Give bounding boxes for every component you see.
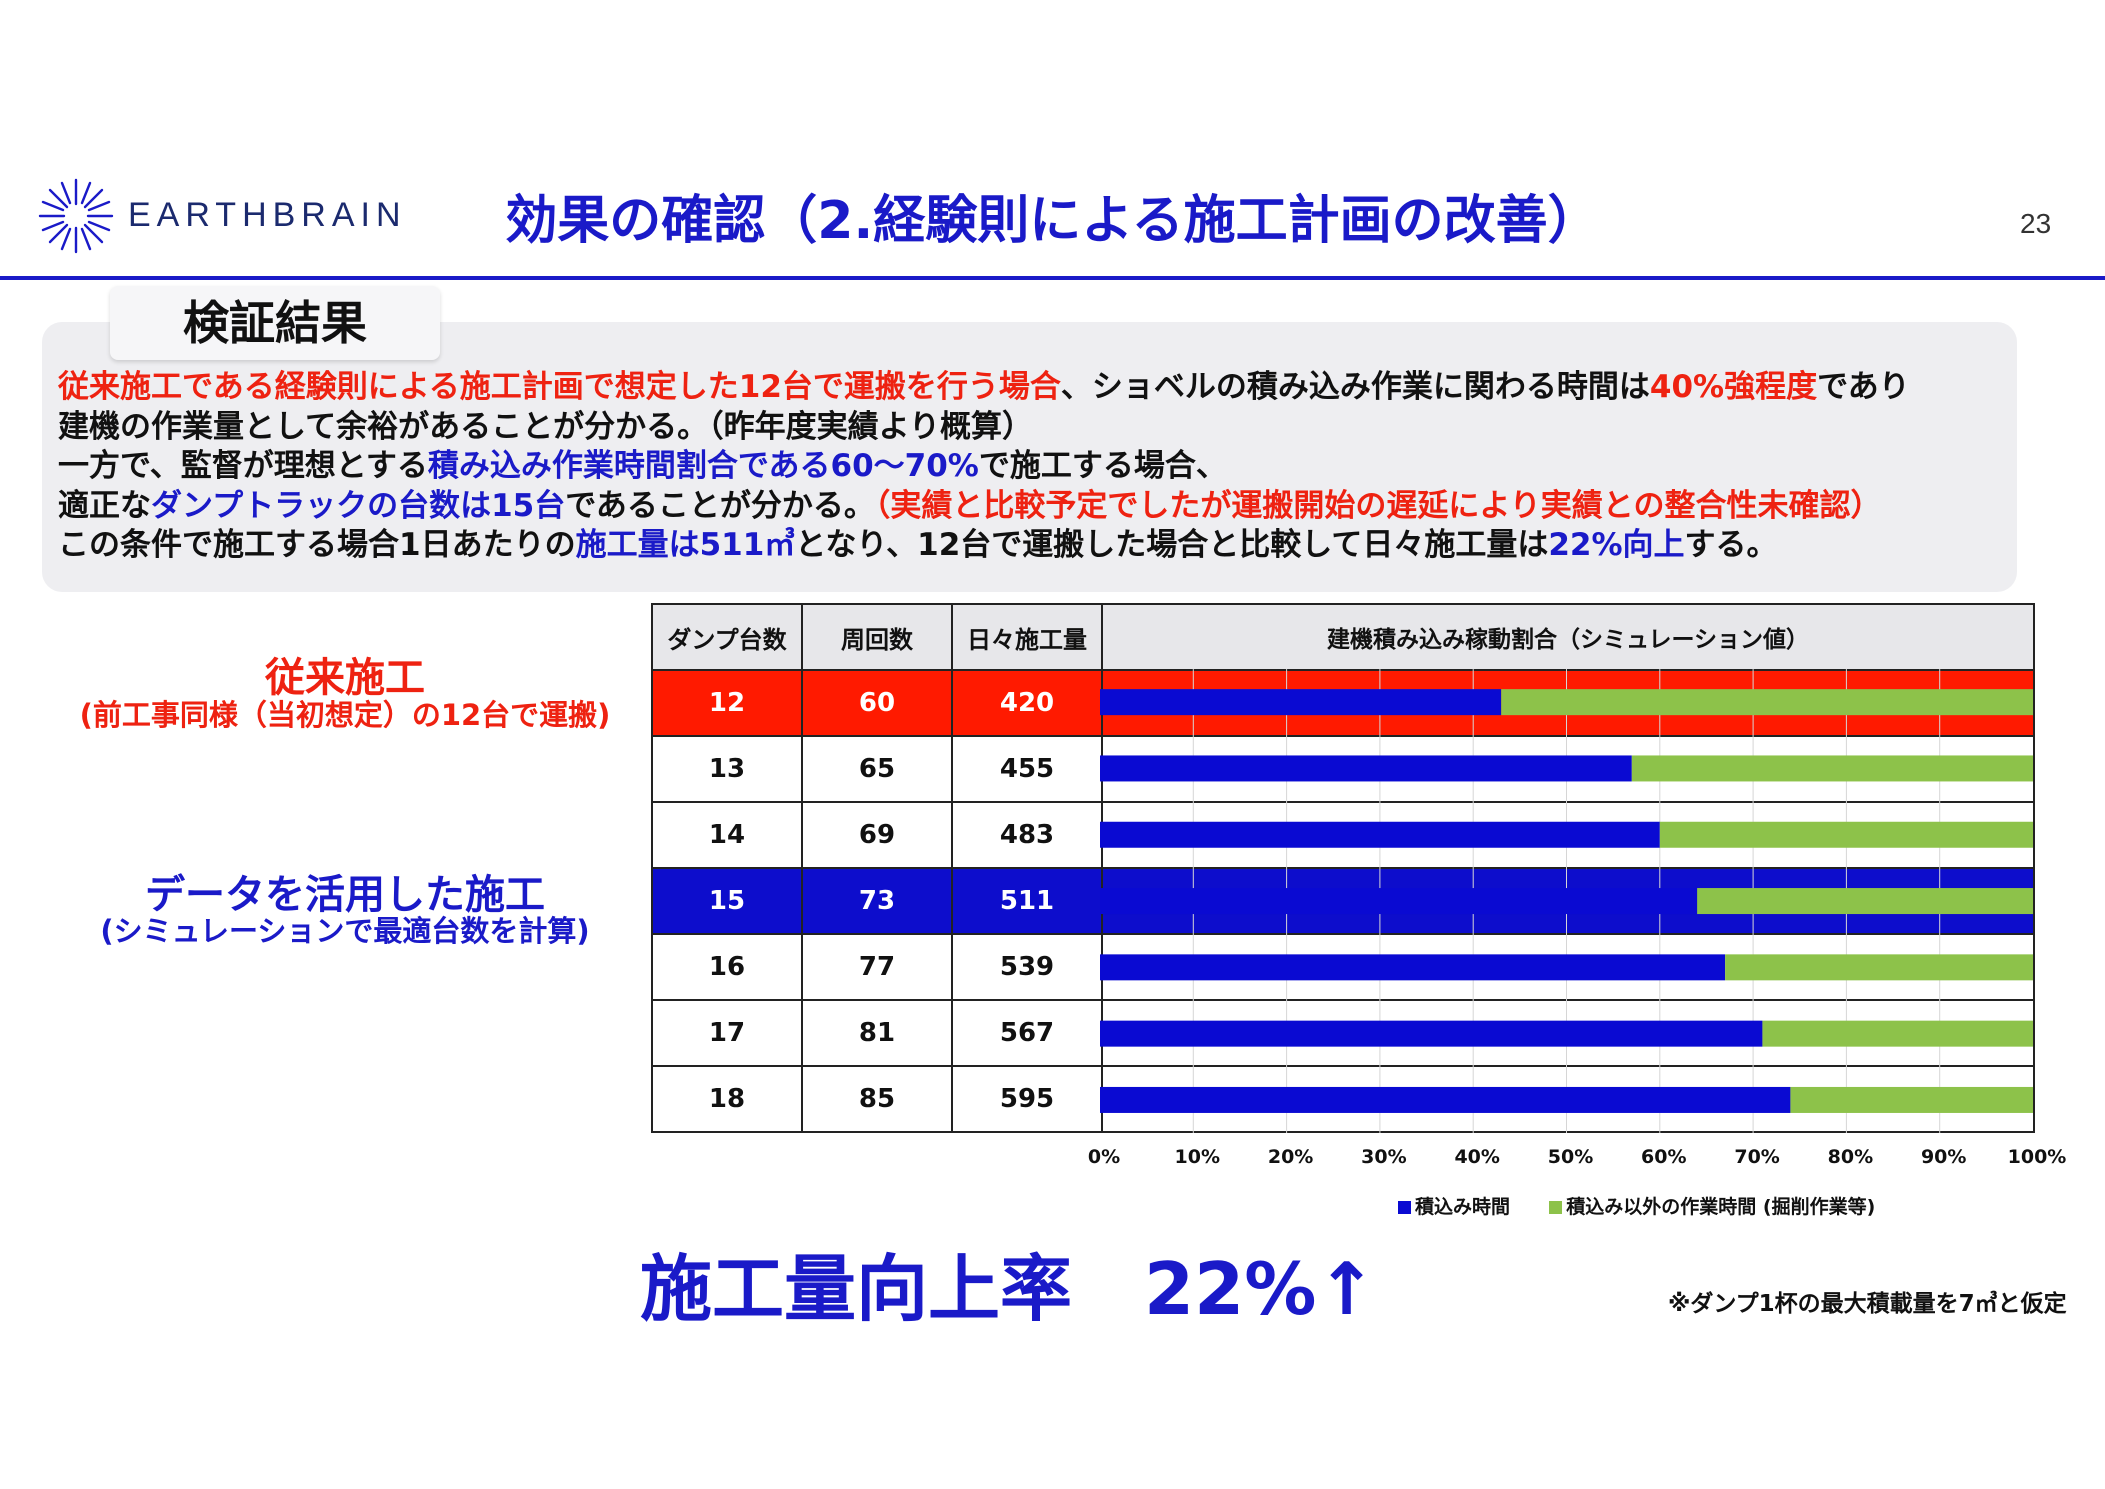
data-driven-heading: データを活用した施工 — [145, 872, 545, 918]
cell-daily-volume: 483 — [951, 801, 1103, 869]
x-tick-label: 80% — [1827, 1146, 1874, 1168]
cell-dump-count: 17 — [651, 999, 803, 1067]
legend-item-other: 積込み以外の作業時間 (掘削作業等) — [1549, 1196, 1875, 1218]
summary-text-part: 一方で、監督が理想とする — [58, 448, 428, 484]
summary-line-4: 適正なダンプトラックの台数は15台であることが分かる。（実績と比較予定でしたが運… — [58, 487, 2008, 527]
bar-other-time — [1697, 888, 2033, 915]
chart-legend: 積込み時間 積込み以外の作業時間 (掘削作業等) — [1398, 1192, 1875, 1219]
bar-loading-time — [1100, 755, 1632, 782]
summary-line-5: この条件で施工する場合1日あたりの施工量は511㎥となり、12台で運搬した場合と… — [58, 526, 2008, 566]
x-tick-label: 50% — [1547, 1146, 1594, 1168]
bar-loading-time — [1100, 954, 1726, 981]
cell-daily-volume: 539 — [951, 933, 1103, 1001]
legend-label: 積込み時間 — [1415, 1196, 1511, 1218]
bar-loading-time — [1100, 1020, 1763, 1047]
cell-dump-count: 14 — [651, 801, 803, 869]
bar-loading-time — [1100, 689, 1502, 716]
x-tick-label: 90% — [1920, 1146, 1967, 1168]
page-number: 23 — [2020, 208, 2052, 239]
cell-laps: 60 — [801, 669, 953, 737]
summary-text-part: であり — [1817, 369, 1910, 405]
cell-daily-volume: 567 — [951, 999, 1103, 1067]
cell-laps: 65 — [801, 735, 953, 803]
table-row: 18 85 595 — [651, 1065, 2035, 1133]
header-dump-count: ダンプ台数 — [651, 603, 803, 671]
summary-text-part: であることが分かる。 — [565, 487, 875, 524]
cell-daily-volume: 420 — [951, 669, 1103, 737]
cell-laps: 69 — [801, 801, 953, 869]
bar-other-time — [1501, 689, 2033, 716]
summary-line-2: 建機の作業量として余裕があることが分かる。（昨年度実績より概算） — [58, 408, 2008, 448]
bar-other-time — [1762, 1020, 2033, 1047]
bar-other-time — [1659, 821, 2033, 848]
summary-text: 従来施工である経験則による施工計画で想定した12台で運搬を行う場合、ショベルの積… — [58, 368, 2008, 566]
x-tick-label: 70% — [1734, 1146, 1780, 1168]
summary-text-part: 、ショベルの積み込み作業に関わる時間は — [1060, 369, 1650, 405]
header-chart-title: 建機積み込み稼動割合（シミュレーション値） — [1101, 603, 2035, 671]
cell-dump-count: 13 — [651, 735, 803, 803]
summary-text-part: する。 — [1684, 527, 1778, 563]
bar-loading-time — [1100, 888, 1698, 915]
cell-laps: 85 — [801, 1065, 953, 1133]
cell-daily-volume: 595 — [951, 1065, 1103, 1133]
stacked-bar-chart — [1100, 669, 2033, 1133]
summary-highlight: 積み込み作業時間割合である60～70% — [427, 448, 979, 484]
summary-text-part: 建機の作業量として余裕があることが分かる。（昨年度実績より概算） — [58, 408, 1033, 445]
legend-label: 積込み以外の作業時間 (掘削作業等) — [1566, 1196, 1876, 1218]
x-tick-label: 0% — [1087, 1146, 1121, 1168]
summary-highlight: 施工量は511㎥ — [575, 527, 796, 563]
x-tick-label: 100% — [2007, 1146, 2067, 1168]
brand-name: EARTHBRAIN — [128, 196, 407, 234]
summary-text-part: となり、12台で運搬した場合と比較して日々施工量は — [795, 527, 1549, 563]
cell-dump-count: 18 — [651, 1065, 803, 1133]
legend-swatch — [1398, 1201, 1411, 1214]
conventional-heading: 従来施工 — [265, 655, 425, 701]
summary-highlight: 22%向上 — [1548, 527, 1685, 563]
bar-other-time — [1631, 755, 2033, 782]
cell-laps: 73 — [801, 867, 953, 935]
cell-dump-count: 16 — [651, 933, 803, 1001]
x-tick-label: 30% — [1361, 1146, 1407, 1168]
summary-line-1: 従来施工である経験則による施工計画で想定した12台で運搬を行う場合、ショベルの積… — [58, 368, 2008, 408]
table-row: 15 73 511 — [651, 867, 2035, 935]
conventional-subheading: (前工事同様（当初想定）の12台で運搬) — [79, 698, 611, 732]
table-header-row: ダンプ台数 周回数 日々施工量 建機積み込み稼動割合（シミュレーション値） — [651, 603, 2035, 671]
bar-loading-time — [1100, 821, 1660, 848]
header-laps: 周回数 — [801, 603, 953, 671]
bar-other-time — [1725, 954, 2033, 981]
section-tab: 検証結果 — [110, 286, 440, 360]
data-driven-subheading: (シミュレーションで最適台数を計算) — [100, 914, 590, 948]
cell-laps: 77 — [801, 933, 953, 1001]
improvement-rate: 施工量向上率 22%↑ — [640, 1247, 1377, 1331]
legend-swatch — [1549, 1201, 1563, 1214]
x-tick-label: 60% — [1641, 1146, 1687, 1168]
x-tick-label: 40% — [1454, 1146, 1500, 1168]
cell-daily-volume: 455 — [951, 735, 1103, 803]
x-tick-label: 10% — [1174, 1146, 1221, 1168]
summary-line-3: 一方で、監督が理想とする積み込み作業時間割合である60～70%で施工する場合、 — [58, 447, 2008, 487]
summary-text-part: で施工する場合、 — [978, 448, 1227, 484]
summary-highlight: 40%強程度 — [1649, 369, 1818, 405]
summary-panel — [42, 322, 2017, 592]
legend-item-loading: 積込み時間 — [1398, 1196, 1510, 1218]
cell-dump-count: 15 — [651, 867, 803, 935]
cell-daily-volume: 511 — [951, 867, 1103, 935]
bar-other-time — [1790, 1086, 2033, 1113]
summary-highlight: ダンプトラックの台数は15台 — [151, 487, 566, 524]
summary-text-part: この条件で施工する場合1日あたりの — [58, 527, 576, 563]
page-title: 効果の確認（2.経験則による施工計画の改善） — [505, 191, 1600, 251]
summary-highlight: （実績と比較予定でしたが運搬開始の遅延により実績との整合性未確認） — [874, 487, 1882, 524]
header-divider — [0, 276, 2105, 280]
summary-highlight: 従来施工である経験則による施工計画で想定した12台で運搬を行う場合 — [58, 369, 1061, 405]
x-tick-label: 20% — [1267, 1146, 1314, 1168]
earthbrain-logo-icon — [38, 178, 114, 254]
summary-text-part: 適正な — [58, 487, 151, 524]
cell-dump-count: 12 — [651, 669, 803, 737]
bar-loading-time — [1100, 1086, 1791, 1113]
header-daily-volume: 日々施工量 — [951, 603, 1103, 671]
footnote: ※ダンプ1杯の最大積載量を7㎥と仮定 — [1668, 1291, 2067, 1317]
cell-laps: 81 — [801, 999, 953, 1067]
